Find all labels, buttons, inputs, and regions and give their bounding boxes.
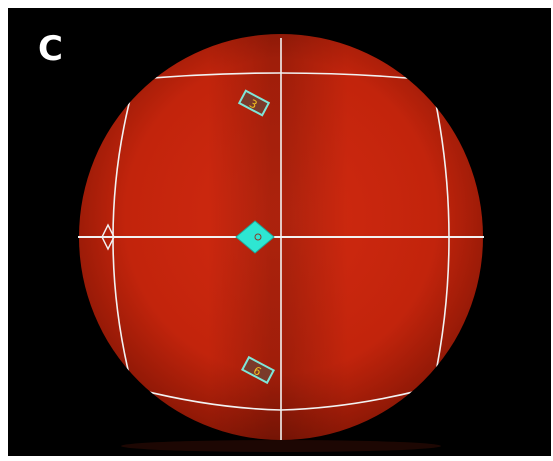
bottom-tag-marker: 6 [241, 355, 275, 385]
image-frame: 3 6 C [8, 8, 551, 456]
sphere-shadow [121, 440, 441, 452]
center-dot [254, 233, 262, 241]
left-diamond-marker [101, 223, 115, 251]
panel-label: C [38, 29, 63, 69]
sphere-scene: 3 6 [78, 34, 484, 452]
top-tag-marker: 3 [237, 89, 271, 117]
